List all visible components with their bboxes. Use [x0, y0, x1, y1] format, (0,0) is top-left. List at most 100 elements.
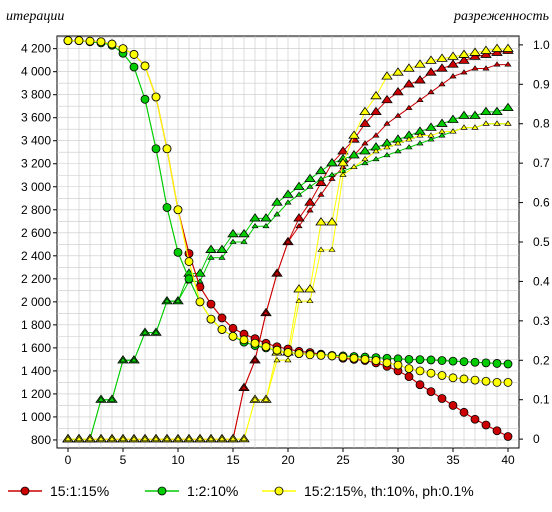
series-2-iterations-point — [162, 203, 172, 212]
x-tick-label: 15 — [226, 453, 240, 467]
series-3-iterations-point — [184, 257, 194, 266]
right-tick-label: 0.6 — [533, 196, 550, 210]
series-1-sparsity-alt-point — [372, 132, 380, 138]
series-1-iterations-point — [492, 426, 502, 436]
series-3-sparsity-alt-point — [251, 396, 259, 402]
series-3-sparsity-point — [414, 59, 426, 68]
series-1-sparsity-alt-point — [504, 61, 512, 67]
series-1-sparsity-alt-point — [438, 81, 446, 87]
series-1-sparsity-point — [403, 79, 415, 88]
series-3-iterations-point — [404, 364, 414, 373]
right-axis-title: разреженность — [453, 9, 549, 24]
series-1-sparsity-alt-point — [317, 191, 325, 197]
axes: 0 5 10 15 20 25 30 35 40 800 1 000 1 200 1 400 1 600 1… — [21, 38, 550, 467]
series-2-iterations-point — [173, 247, 183, 257]
series-3-sparsity-alt-point — [273, 357, 281, 363]
series-layer — [62, 36, 514, 443]
series-2-sparsity-point — [436, 118, 448, 127]
series-1-sparsity-point — [458, 55, 470, 64]
series-3-sparsity-alt-point — [163, 435, 171, 442]
series-3-sparsity-point — [392, 67, 404, 76]
series-2-sparsity-alt-point — [361, 159, 369, 166]
series-3-sparsity-alt-point — [482, 120, 490, 126]
x-tick-label: 25 — [336, 453, 350, 467]
series-1-sparsity-point — [381, 94, 393, 104]
series-3-iterations-point — [195, 297, 205, 307]
series-2-iterations-point — [437, 356, 447, 365]
series-3-sparsity-alt-point — [383, 144, 391, 150]
legend: 15:1:15% 1:2:10% 15:2:15%, th:10%, ph:0.1% — [8, 483, 474, 499]
series-3-sparsity-alt-point — [405, 136, 413, 142]
series-3-sparsity-alt-point — [449, 128, 457, 134]
series-3-sparsity-alt-point — [416, 132, 424, 138]
series-3-iterations-point — [118, 44, 128, 54]
left-tick-label: 3 000 — [21, 180, 51, 194]
left-tick-label: 1 200 — [21, 387, 51, 401]
series-3-sparsity-alt-point — [64, 435, 72, 442]
series-3-iterations-point — [437, 371, 447, 380]
series-1-iterations-point — [437, 394, 447, 403]
series-2-iterations-point — [184, 274, 194, 284]
series-3-sparsity-point — [436, 53, 448, 62]
left-tick-label: 3 600 — [21, 111, 51, 125]
series-2-sparsity-alt-point — [306, 183, 314, 189]
series-3-sparsity-alt-point — [86, 435, 94, 442]
series-3-iterations-point — [283, 348, 293, 357]
series-1-sparsity-alt-point — [306, 207, 314, 213]
x-tick-label: 5 — [120, 453, 127, 467]
series-3-sparsity-point — [502, 43, 514, 52]
series-1-sparsity-point — [414, 75, 426, 84]
left-tick-label: 3 800 — [21, 88, 51, 102]
right-tick-label: 0.7 — [533, 156, 550, 170]
series-2-sparsity-alt-point — [119, 357, 127, 363]
series-3-sparsity-point — [469, 47, 481, 56]
series-1-sparsity-alt-point — [251, 357, 259, 363]
series-2-sparsity-alt-point — [372, 155, 380, 162]
series-3-sparsity-alt-point — [284, 357, 292, 363]
series-2-sparsity-point — [304, 173, 316, 183]
series-3-sparsity-alt-point — [75, 435, 83, 442]
series-3-sparsity-alt-point — [185, 435, 193, 442]
legend-label: 15:2:15%, th:10%, ph:0.1% — [304, 483, 474, 499]
series-3-iterations-point — [459, 374, 469, 384]
series-3-sparsity-alt-point — [130, 435, 138, 442]
series-3-sparsity-alt-point — [394, 140, 402, 146]
legend-item-1: 15:1:15% — [8, 483, 109, 499]
legend-item-3: 15:2:15%, th:10%, ph:0.1% — [262, 483, 474, 499]
series-1-sparsity-point — [392, 86, 404, 96]
legend-marker — [20, 486, 30, 496]
series-2-iterations-point — [503, 359, 513, 369]
series-2-sparsity-point — [293, 181, 305, 190]
series-2-sparsity-point — [348, 150, 360, 159]
series-3-iterations-point — [272, 345, 282, 355]
series-2-sparsity-point — [458, 110, 470, 119]
series-2-iterations-point — [415, 355, 425, 365]
series-2-iterations-point — [140, 94, 150, 104]
series-2-iterations-point — [470, 357, 480, 367]
series-1-sparsity-point — [425, 67, 437, 76]
series-3-iterations-point — [206, 314, 216, 324]
series-3-sparsity-point — [359, 106, 371, 115]
legend-item-2: 1:2:10% — [145, 483, 238, 499]
series-3-sparsity-alt-point — [295, 297, 303, 304]
series-2-iterations-point — [459, 357, 469, 367]
series-3-iterations-point — [382, 358, 392, 368]
series-1-sparsity-alt-point — [482, 65, 490, 71]
series-2-sparsity-point — [491, 106, 503, 115]
series-2-sparsity-alt-point — [108, 396, 116, 402]
series-2-sparsity-alt-point — [427, 136, 435, 142]
series-1-iterations-point — [404, 372, 414, 382]
series-3-sparsity-alt-point — [108, 435, 116, 442]
series-2-sparsity-point — [227, 228, 239, 238]
left-tick-label: 2 200 — [21, 272, 51, 286]
series-3-sparsity-alt-point — [141, 435, 149, 442]
series-3-sparsity-point — [293, 284, 305, 293]
series-3-iterations-point — [162, 144, 172, 154]
series-2-sparsity-point — [315, 165, 327, 175]
series-1-iterations-point — [217, 313, 227, 323]
series-1-sparsity-point — [315, 177, 327, 186]
series-2-sparsity-alt-point — [383, 152, 391, 158]
series-3-sparsity-alt-point — [317, 246, 325, 252]
series-3-iterations-point — [96, 37, 106, 47]
series-3-iterations-point — [129, 50, 139, 59]
